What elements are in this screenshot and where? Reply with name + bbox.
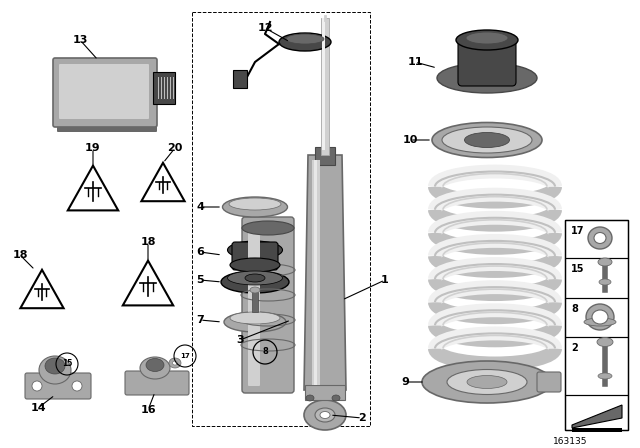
Ellipse shape: [586, 304, 614, 330]
FancyBboxPatch shape: [248, 224, 260, 386]
Text: 18: 18: [12, 250, 28, 260]
Bar: [565, 220, 628, 430]
Text: 163135: 163135: [553, 438, 588, 447]
Ellipse shape: [230, 312, 280, 324]
Text: 17: 17: [571, 226, 584, 236]
Text: 14: 14: [30, 403, 46, 413]
Ellipse shape: [140, 357, 170, 379]
Text: 18: 18: [140, 237, 156, 247]
FancyBboxPatch shape: [59, 64, 149, 119]
Text: 16: 16: [140, 405, 156, 415]
Ellipse shape: [442, 127, 532, 153]
Ellipse shape: [173, 361, 177, 365]
Text: 20: 20: [167, 143, 182, 153]
Ellipse shape: [599, 279, 611, 285]
Bar: [321, 18, 329, 155]
Ellipse shape: [437, 63, 537, 93]
Bar: [565, 337, 628, 395]
Ellipse shape: [432, 122, 542, 158]
Text: 8: 8: [262, 348, 268, 357]
Ellipse shape: [315, 408, 335, 422]
Bar: [312, 160, 320, 385]
Ellipse shape: [467, 375, 507, 388]
Bar: [233, 70, 247, 88]
FancyBboxPatch shape: [57, 122, 157, 132]
Ellipse shape: [588, 227, 612, 249]
Ellipse shape: [223, 197, 287, 217]
FancyBboxPatch shape: [232, 242, 278, 270]
Bar: [305, 385, 345, 400]
Ellipse shape: [598, 373, 612, 379]
Bar: [314, 160, 317, 385]
Ellipse shape: [447, 370, 527, 395]
Text: 7: 7: [196, 315, 204, 325]
Text: 10: 10: [403, 135, 418, 145]
Bar: [315, 147, 335, 165]
Bar: [252, 292, 258, 312]
FancyBboxPatch shape: [25, 373, 91, 399]
Ellipse shape: [422, 361, 552, 403]
Bar: [565, 298, 628, 337]
Ellipse shape: [594, 233, 606, 244]
Text: 4: 4: [196, 202, 204, 212]
Ellipse shape: [229, 198, 281, 210]
Ellipse shape: [320, 412, 330, 418]
Text: 2: 2: [571, 343, 578, 353]
Ellipse shape: [227, 241, 282, 259]
Text: 2: 2: [358, 413, 366, 423]
Text: 6: 6: [196, 247, 204, 257]
Text: 8: 8: [571, 304, 578, 314]
Circle shape: [32, 381, 42, 391]
Ellipse shape: [245, 274, 265, 282]
Text: 19: 19: [85, 143, 101, 153]
Ellipse shape: [598, 258, 612, 266]
FancyBboxPatch shape: [458, 36, 516, 86]
Ellipse shape: [169, 358, 181, 368]
Ellipse shape: [279, 33, 331, 51]
Ellipse shape: [456, 30, 518, 50]
Ellipse shape: [45, 358, 65, 374]
FancyBboxPatch shape: [242, 217, 294, 393]
FancyBboxPatch shape: [53, 58, 157, 127]
Text: 11: 11: [407, 57, 423, 67]
Polygon shape: [304, 155, 346, 390]
Bar: [572, 428, 622, 432]
Ellipse shape: [224, 312, 286, 332]
Bar: [565, 395, 628, 430]
Text: 9: 9: [401, 377, 409, 387]
Ellipse shape: [242, 221, 294, 235]
Bar: [565, 258, 628, 298]
Bar: [153, 72, 175, 104]
Text: 15: 15: [62, 359, 72, 369]
Ellipse shape: [221, 271, 289, 293]
Text: 15: 15: [571, 264, 584, 274]
Ellipse shape: [592, 310, 608, 324]
Ellipse shape: [250, 287, 260, 293]
Ellipse shape: [230, 258, 280, 272]
FancyBboxPatch shape: [537, 372, 561, 392]
Ellipse shape: [597, 337, 613, 346]
Ellipse shape: [584, 318, 616, 326]
Text: 12: 12: [257, 23, 273, 33]
Ellipse shape: [306, 395, 314, 401]
Ellipse shape: [227, 271, 282, 285]
Polygon shape: [572, 405, 622, 428]
Ellipse shape: [332, 395, 340, 401]
FancyBboxPatch shape: [125, 371, 189, 395]
Ellipse shape: [286, 34, 324, 44]
Ellipse shape: [466, 32, 508, 44]
Ellipse shape: [465, 133, 509, 147]
Bar: [565, 220, 628, 258]
Text: 13: 13: [72, 35, 88, 45]
Bar: [322, 18, 325, 150]
Text: 1: 1: [381, 275, 389, 285]
Ellipse shape: [146, 358, 164, 371]
Text: 3: 3: [236, 335, 244, 345]
Text: 17: 17: [180, 353, 190, 359]
Circle shape: [72, 381, 82, 391]
Text: 5: 5: [196, 275, 204, 285]
Ellipse shape: [304, 400, 346, 430]
Ellipse shape: [39, 356, 71, 384]
